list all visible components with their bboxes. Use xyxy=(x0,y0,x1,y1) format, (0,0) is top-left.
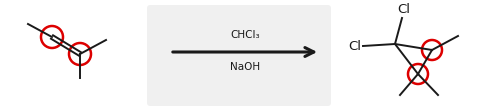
FancyBboxPatch shape xyxy=(147,5,331,106)
Text: CHCl₃: CHCl₃ xyxy=(230,30,260,40)
Text: Cl: Cl xyxy=(348,40,361,53)
Text: Cl: Cl xyxy=(398,3,411,16)
Text: NaOH: NaOH xyxy=(230,62,260,72)
